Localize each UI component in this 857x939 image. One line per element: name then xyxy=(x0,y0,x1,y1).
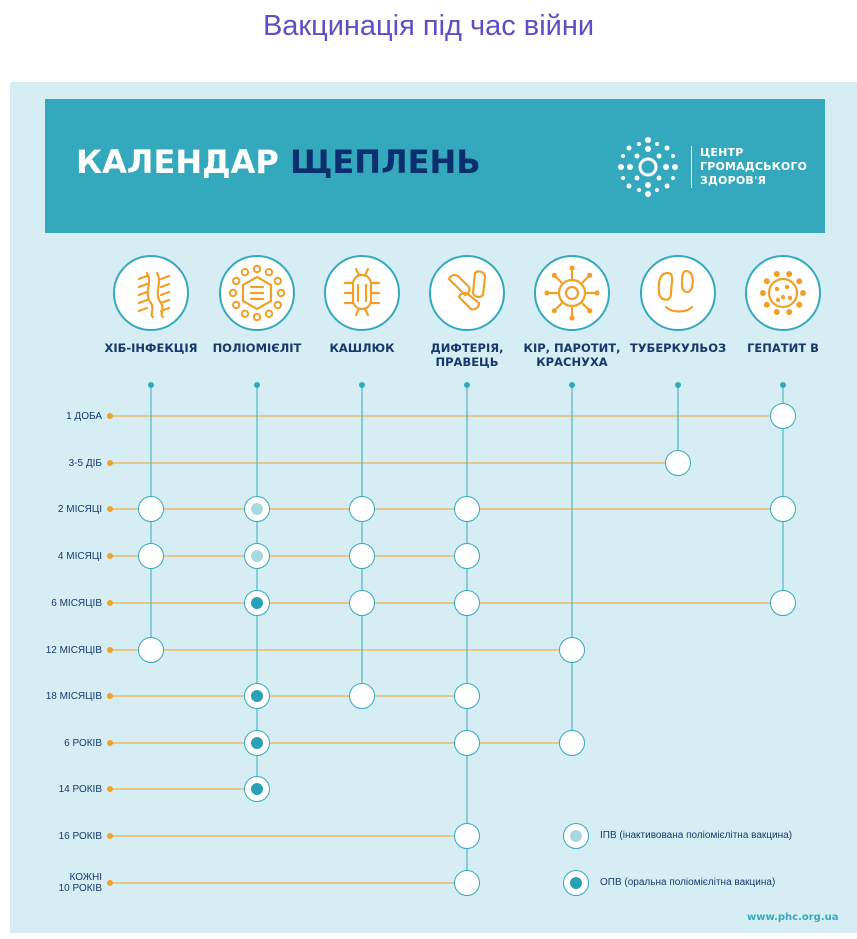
legend-ipv-node xyxy=(563,823,589,849)
age-row-dot xyxy=(107,693,113,699)
age-label: 3-5 ДІБ xyxy=(68,457,102,469)
dose-node-plain xyxy=(454,496,480,522)
age-label: 18 МІСЯЦІВ xyxy=(45,690,102,702)
polio-virus-icon xyxy=(219,255,295,331)
logo-divider xyxy=(691,146,692,188)
dose-node-plain xyxy=(349,683,375,709)
vaccine-column-dot xyxy=(569,382,575,388)
dose-node-plain xyxy=(454,543,480,569)
footer-site: www.phc.org.ua xyxy=(747,912,839,923)
dose-node-plain xyxy=(138,543,164,569)
dose-node-plain xyxy=(454,683,480,709)
dose-node-opv xyxy=(244,683,270,709)
age-label: 6 РОКІВ xyxy=(64,737,102,749)
logo-line-3: ЗДОРОВ'Я xyxy=(700,174,767,187)
calendar-header xyxy=(45,99,825,233)
dose-node-ipv xyxy=(244,496,270,522)
age-row-dot xyxy=(107,553,113,559)
calendar-title: КАЛЕНДАР ЩЕПЛЕНЬ xyxy=(76,143,481,181)
dose-node-opv xyxy=(244,590,270,616)
age-label: 1 ДОБА xyxy=(66,410,102,422)
vaccine-label-polio: ПОЛІОМІЄЛІТ xyxy=(212,341,302,355)
hib-bacteria-icon xyxy=(113,255,189,331)
age-label: 6 МІСЯЦІВ xyxy=(51,597,102,609)
legend-ipv-label: ІПВ (інактивована поліомієлітна вакцина) xyxy=(600,830,793,841)
dose-node-plain xyxy=(349,590,375,616)
vaccine-label-pertussis: КАШЛЮК xyxy=(329,341,395,355)
dose-node-opv xyxy=(244,776,270,802)
phc-logo-icon xyxy=(618,137,678,197)
vaccine-column-dot xyxy=(148,382,154,388)
age-label: 4 МІСЯЦІ xyxy=(57,550,102,562)
age-row-dot xyxy=(107,647,113,653)
age-row-dot xyxy=(107,600,113,606)
age-row-dot xyxy=(107,880,113,886)
diphtheria-bacteria-icon xyxy=(429,255,505,331)
page-title: Вакцинація під час війни xyxy=(262,10,595,42)
vaccine-label-tb: ТУБЕРКУЛЬОЗ xyxy=(629,341,727,355)
age-row-dot xyxy=(107,460,113,466)
dose-node-plain xyxy=(349,496,375,522)
logo-line-2: ГРОМАДСЬКОГО xyxy=(700,160,808,173)
age-label: 16 РОКІВ xyxy=(58,830,102,842)
vaccine-label-mmr: КІР, ПАРОТИТ, КРАСНУХА xyxy=(523,341,621,369)
logo-text: ЦЕНТР ГРОМАДСЬКОГО ЗДОРОВ'Я xyxy=(700,146,807,188)
vaccine-column-dot xyxy=(780,382,786,388)
vaccine-column-dot xyxy=(359,382,365,388)
calendar-title-part2: ЩЕПЛЕНЬ xyxy=(290,143,481,181)
vaccine-label-hepb: ГЕПАТИТ В xyxy=(747,341,819,355)
dose-node-plain xyxy=(559,637,585,663)
dose-node-plain xyxy=(454,823,480,849)
age-row-dot xyxy=(107,506,113,512)
age-label: 12 МІСЯЦІВ xyxy=(45,644,102,656)
dose-node-plain xyxy=(138,637,164,663)
age-row-dot xyxy=(107,833,113,839)
age-label: 2 МІСЯЦІ xyxy=(57,503,102,515)
dose-node-plain xyxy=(770,496,796,522)
dose-node-plain xyxy=(349,543,375,569)
dose-node-plain xyxy=(454,730,480,756)
tuberculosis-bacteria-icon xyxy=(640,255,716,331)
dose-node-plain xyxy=(770,403,796,429)
vaccine-label-hib: ХІБ-ІНФЕКЦІЯ xyxy=(104,341,198,355)
pertussis-bacteria-icon xyxy=(324,255,400,331)
age-row-dot xyxy=(107,786,113,792)
dose-node-ipv xyxy=(244,543,270,569)
age-row-dot xyxy=(107,740,113,746)
hepatitis-b-virus-icon xyxy=(745,255,821,331)
dose-node-plain xyxy=(454,870,480,896)
dose-node-plain xyxy=(665,450,691,476)
calendar-title-part1: КАЛЕНДАР xyxy=(76,143,279,181)
vaccine-column-dot xyxy=(254,382,260,388)
dose-node-plain xyxy=(138,496,164,522)
dose-node-plain xyxy=(559,730,585,756)
dose-node-plain xyxy=(454,590,480,616)
dose-node-plain xyxy=(770,590,796,616)
legend-opv-node xyxy=(563,870,589,896)
age-label: КОЖНІ 10 РОКІВ xyxy=(58,872,102,894)
age-label: 14 РОКІВ xyxy=(58,783,102,795)
legend-opv-label: ОПВ (оральна поліомієлітна вакцина) xyxy=(600,877,776,888)
vaccine-column-dot xyxy=(464,382,470,388)
vaccine-label-diphtheria: ДИФТЕРІЯ, ПРАВЕЦЬ xyxy=(430,341,504,369)
mmr-virus-icon xyxy=(534,255,610,331)
age-row-dot xyxy=(107,413,113,419)
dose-node-opv xyxy=(244,730,270,756)
logo-line-1: ЦЕНТР xyxy=(700,146,744,159)
vaccine-column-dot xyxy=(675,382,681,388)
